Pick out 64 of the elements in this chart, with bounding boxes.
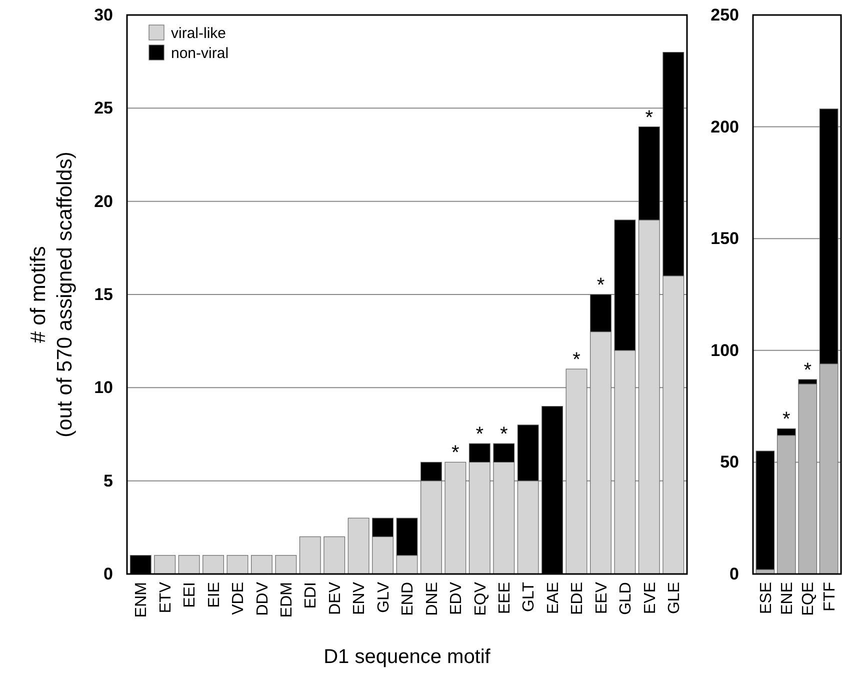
x-tick-label: EDI — [302, 582, 320, 609]
bar — [348, 518, 370, 574]
annotation: * — [804, 359, 812, 382]
bar — [299, 536, 321, 574]
x-tick-label: FTF — [821, 582, 838, 612]
bar — [226, 555, 248, 574]
x-tick-label: END — [400, 582, 417, 616]
annotation: * — [645, 106, 654, 129]
y-tick-label: 0 — [104, 564, 113, 584]
x-tick-label: ETV — [157, 582, 174, 614]
x-tick-label: DNE — [424, 582, 441, 616]
y-tick-label: 0 — [730, 564, 739, 584]
annotation: * — [476, 424, 484, 446]
x-axis-title: D1 sequence motif — [324, 646, 491, 668]
legend-label: non-viral — [171, 45, 229, 62]
y-tick-label: 25 — [94, 98, 113, 118]
y-tick-label: 250 — [710, 5, 739, 24]
x-tick-label: ESE — [758, 582, 775, 614]
bar — [324, 536, 346, 574]
x-tick-label: DEV — [326, 582, 344, 615]
x-tick-label: GLT — [520, 582, 538, 612]
x-tick-label: EDV — [448, 582, 466, 615]
x-tick-label: EQE — [800, 582, 818, 616]
bar — [756, 450, 775, 570]
y-tick-label: 20 — [94, 192, 113, 211]
x-tick-label: GLE — [666, 582, 683, 614]
y-tick-label: 5 — [104, 471, 113, 490]
bar — [178, 555, 200, 574]
annotation: * — [572, 349, 581, 372]
y-tick-label: 50 — [720, 452, 739, 472]
annotation: * — [596, 274, 605, 296]
x-tick-label: EVE — [642, 582, 659, 614]
x-tick-label: GLD — [618, 582, 635, 615]
annotation: * — [452, 442, 460, 464]
legend-label: viral-like — [171, 25, 226, 42]
x-tick-label: EDE — [569, 582, 586, 615]
bar — [154, 555, 176, 574]
y-tick-label: 200 — [710, 117, 739, 136]
bar — [566, 368, 588, 574]
annotation: * — [500, 424, 508, 446]
x-tick-label: DDV — [254, 582, 272, 616]
bar — [202, 555, 224, 574]
x-tick-label: EEV — [593, 582, 610, 614]
y-tick-label: 10 — [94, 378, 113, 398]
x-tick-label: ENV — [351, 582, 368, 615]
y-axis-title: # of motifs (out of 570 assigned scaffolds) — [27, 152, 76, 438]
y-tick-label: 100 — [710, 340, 739, 360]
x-tick-label: EDM — [278, 582, 296, 618]
y-tick-label: 30 — [94, 5, 113, 24]
x-tick-label: ENM — [133, 582, 150, 618]
x-tick-label: VDE — [230, 582, 248, 615]
x-tick-label: GLV — [375, 582, 392, 613]
bar — [250, 555, 272, 574]
y-tick-label: 150 — [710, 229, 739, 248]
x-tick-label: EQV — [472, 582, 490, 616]
bar — [275, 555, 297, 574]
y-tick-label: 15 — [94, 284, 113, 304]
x-tick-label: ENE — [778, 582, 796, 615]
x-tick-label: EAE — [544, 582, 562, 614]
bar — [444, 462, 466, 574]
x-tick-label: EEE — [496, 582, 514, 614]
x-tick-label: EIE — [206, 582, 223, 608]
x-tick-label: EEI — [182, 582, 199, 608]
annotation: * — [782, 408, 790, 431]
